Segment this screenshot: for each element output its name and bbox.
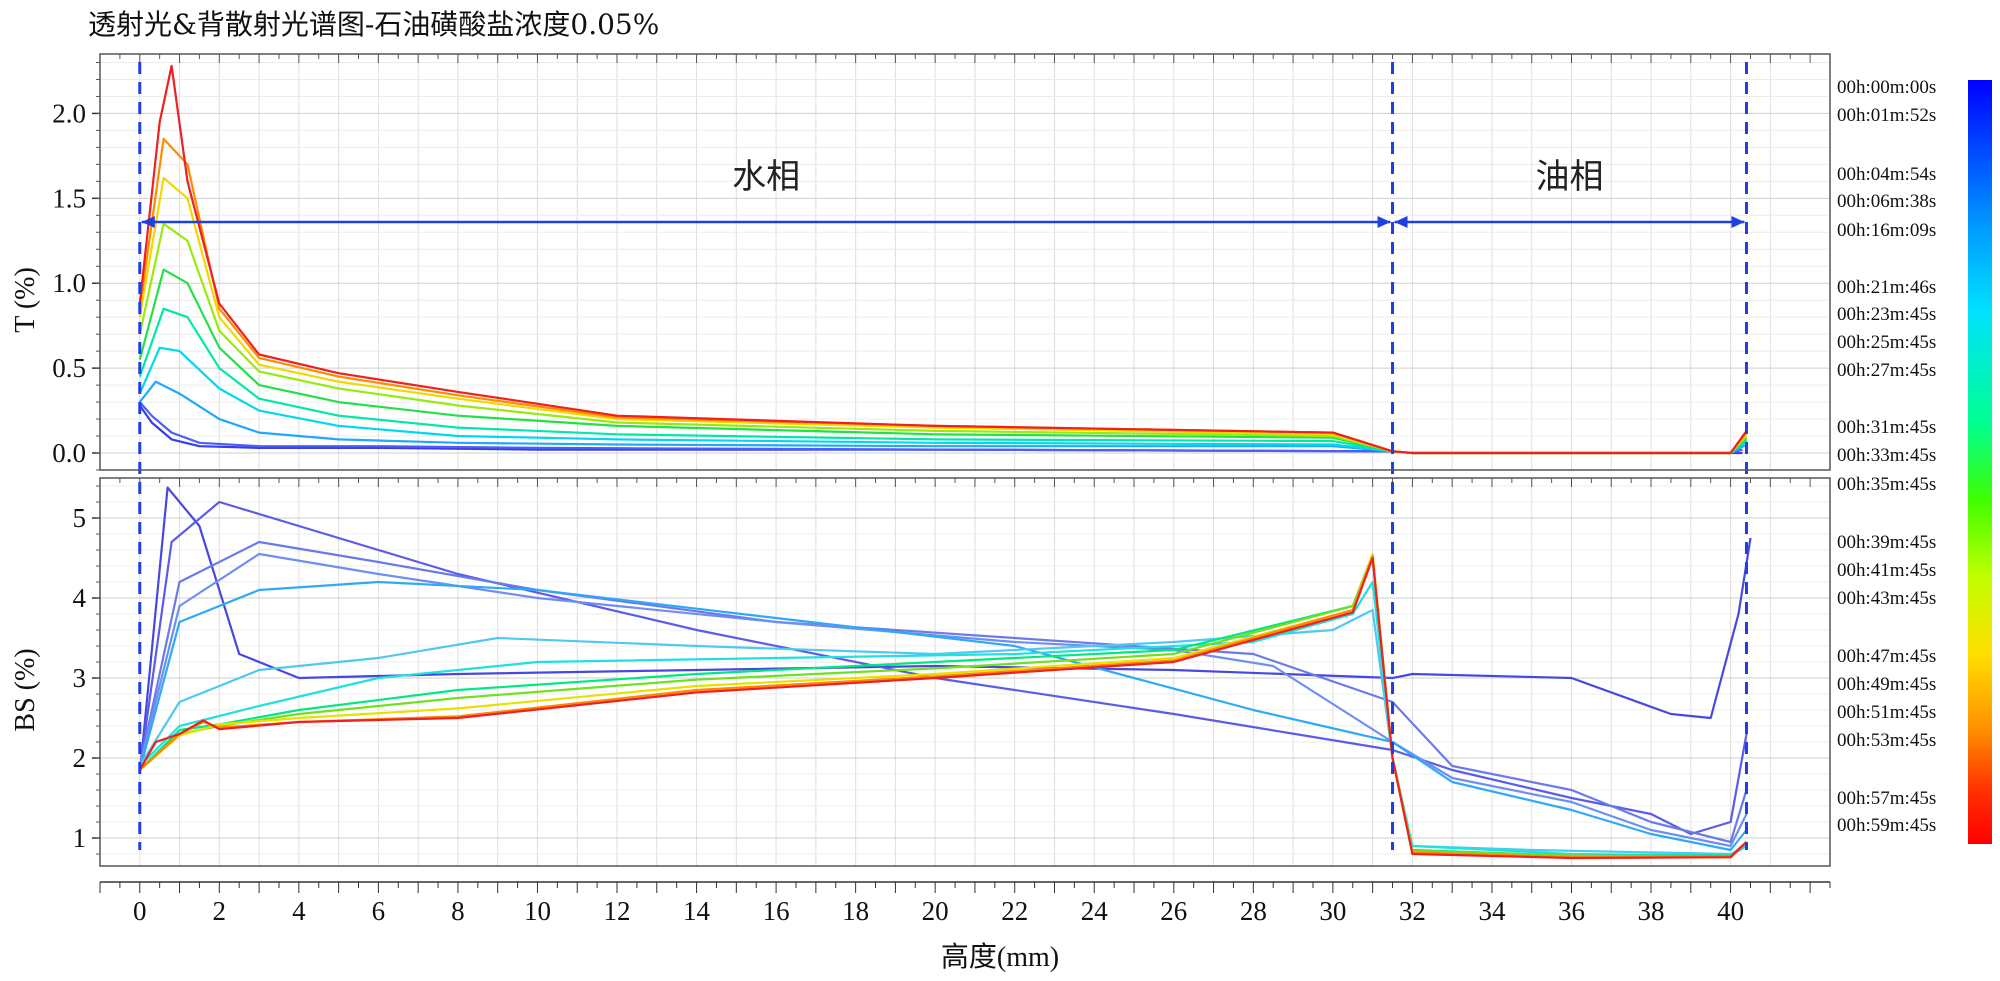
x-tick-label: 12 (604, 896, 631, 926)
time-label: 00h:47m:45s (1837, 646, 1936, 667)
y-tick-label: 5 (73, 503, 87, 533)
time-legend: 00h:00m:00s 00h:01m:52s 00h:04m:54s 00h:06m… (1837, 77, 1936, 836)
series-BS-line (138, 556, 1748, 860)
x-tick-label: 10 (524, 896, 551, 926)
x-tick-label: 0 (133, 896, 147, 926)
time-label: 00h:53m:45s (1837, 730, 1936, 751)
x-tick-label: 2 (213, 896, 227, 926)
x-tick-label: 30 (1319, 896, 1346, 926)
x-tick-label: 20 (922, 896, 949, 926)
time-label: 00h:06m:38s (1837, 191, 1936, 212)
y-tick-label: 4 (73, 583, 87, 613)
x-tick-label: 14 (683, 896, 711, 926)
x-tick-label: 4 (292, 896, 306, 926)
time-label: 00h:39m:45s (1837, 532, 1936, 553)
series-BS-line (138, 486, 1752, 775)
time-label: 00h:59m:45s (1837, 815, 1936, 836)
arrow-head (1731, 216, 1745, 228)
colorbar (1968, 80, 1992, 844)
time-label: 00h:57m:45s (1837, 788, 1936, 809)
x-tick-label: 8 (451, 896, 465, 926)
time-label: 00h:16m:09s (1837, 220, 1936, 241)
series-BS-line (138, 500, 1748, 836)
series-lines (138, 64, 1752, 860)
arrow-head (141, 216, 155, 228)
x-axis-label: 高度(mm) (941, 941, 1059, 973)
time-label: 00h:04m:54s (1837, 164, 1936, 185)
region-label: 油相 (1536, 157, 1604, 197)
time-label: 00h:43m:45s (1837, 588, 1936, 609)
x-tick-label: 26 (1160, 896, 1187, 926)
series-T-line (138, 346, 1748, 455)
y-tick-label: 2 (73, 743, 87, 773)
x-tick-label: 16 (763, 896, 790, 926)
x-tick-label: 18 (842, 896, 869, 926)
time-label: 00h:35m:45s (1837, 474, 1936, 495)
t-axis-label: T (%) (10, 267, 41, 333)
time-label: 00h:31m:45s (1837, 417, 1936, 438)
x-tick-label: 38 (1638, 896, 1665, 926)
x-tick-label: 36 (1558, 896, 1585, 926)
time-label: 00h:27m:45s (1837, 360, 1936, 381)
time-label: 00h:33m:45s (1837, 445, 1936, 466)
x-tick-label: 6 (372, 896, 386, 926)
y-tick-label: 1 (73, 823, 87, 853)
arrow-head (1377, 216, 1391, 228)
time-label: 00h:00m:00s (1837, 77, 1936, 98)
region-label: 水相 (732, 157, 800, 197)
series-BS-line (139, 580, 1748, 857)
grid (100, 54, 1830, 866)
time-label: 00h:21m:46s (1837, 277, 1936, 298)
series-BS-line (139, 552, 1748, 859)
series-BS-line (138, 608, 1747, 856)
y-tick-label: 1.0 (52, 268, 86, 298)
x-tick-label: 32 (1399, 896, 1426, 926)
y-tick-label: 0.5 (52, 353, 86, 383)
chart-title: 透射光&背散射光谱图-石油磺酸盐浓度0.05% (88, 8, 659, 41)
annotations: 水相 油相 (138, 62, 1748, 850)
series-T-line (138, 64, 1748, 455)
time-label: 00h:51m:45s (1837, 702, 1936, 723)
x-tick-label: 22 (1001, 896, 1028, 926)
x-tick-label: 28 (1240, 896, 1267, 926)
panel-frame (99, 477, 1831, 867)
panel-frame (99, 53, 1831, 471)
time-label: 00h:01m:52s (1837, 105, 1936, 126)
bs-axis-label: BS (%) (10, 648, 41, 731)
y-tick-label: 2.0 (52, 98, 86, 128)
y-tick-label: 3 (73, 663, 87, 693)
y-tick-label: 1.5 (52, 183, 86, 213)
series-BS-line (138, 580, 1748, 852)
x-tick-label: 34 (1478, 896, 1506, 926)
arrow-head (1394, 216, 1408, 228)
time-label: 00h:25m:45s (1837, 332, 1936, 353)
x-tick-label: 40 (1717, 896, 1744, 926)
time-label: 00h:23m:45s (1837, 304, 1936, 325)
series-T-line (138, 176, 1748, 455)
time-label: 00h:49m:45s (1837, 674, 1936, 695)
time-label: 00h:41m:45s (1837, 560, 1936, 581)
series-BS-line (138, 540, 1748, 844)
y-tick-label: 0.0 (52, 438, 86, 468)
x-tick-label: 24 (1081, 896, 1109, 926)
